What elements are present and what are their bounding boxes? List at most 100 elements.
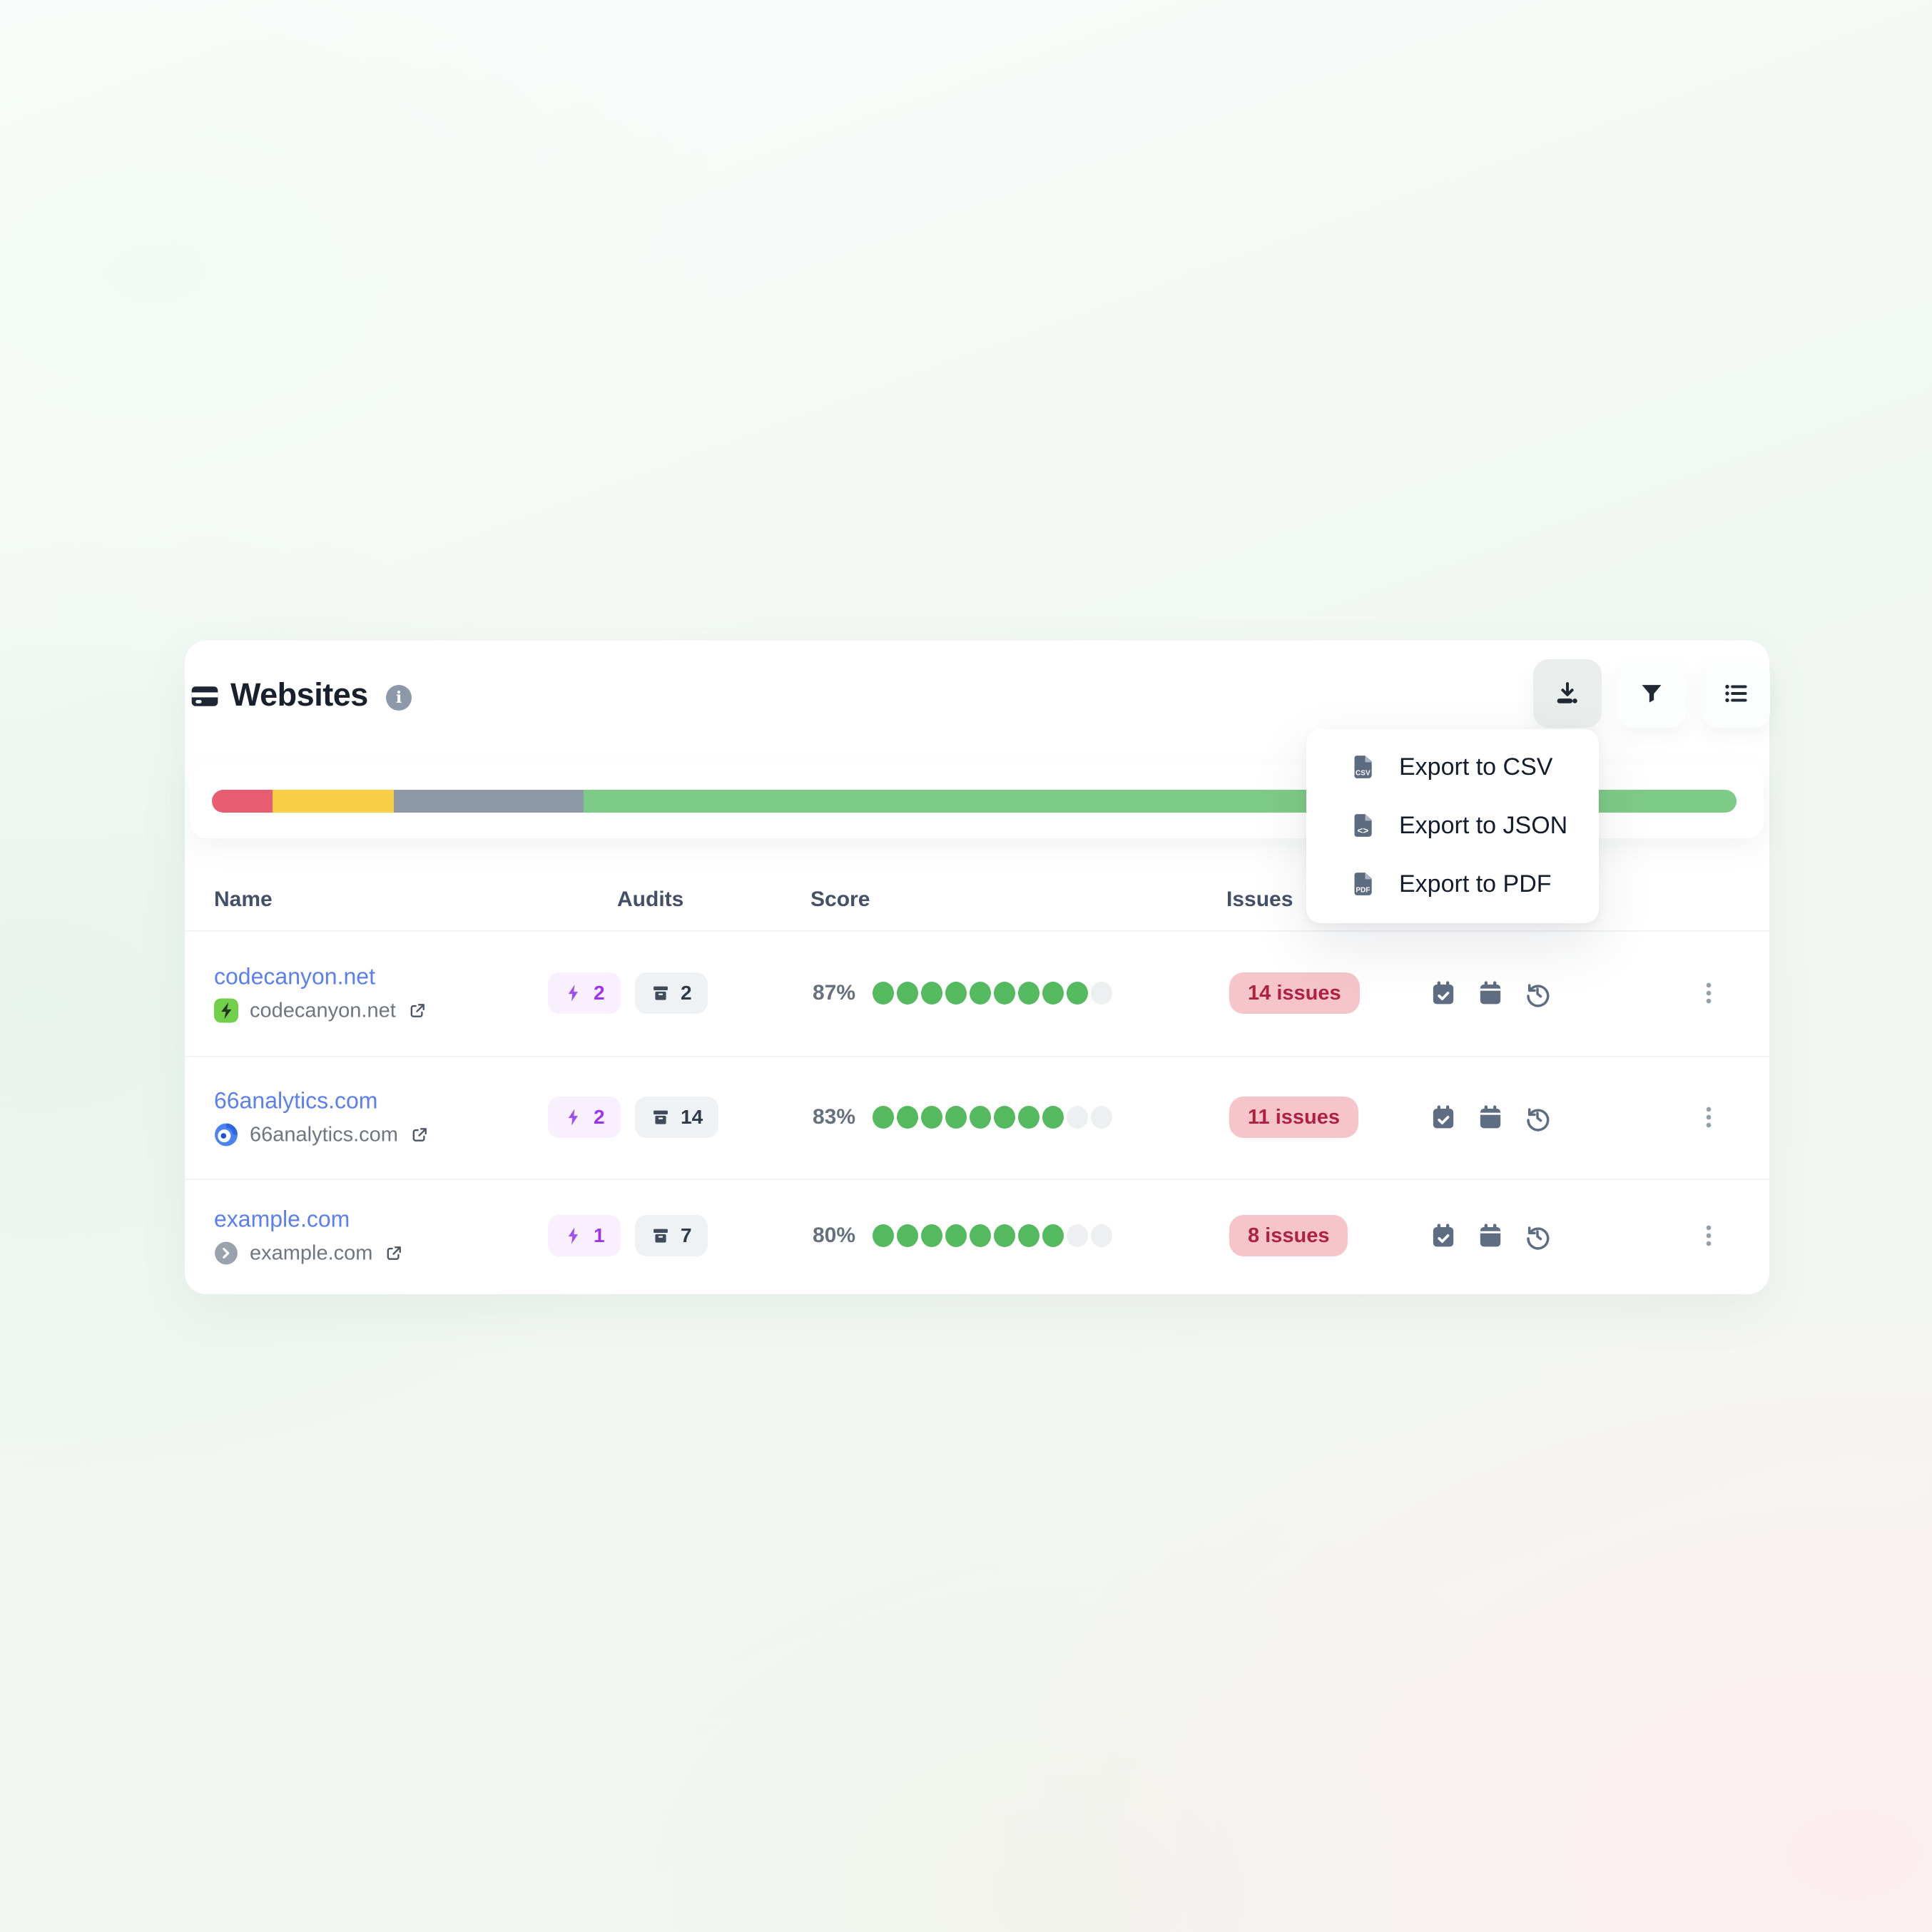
issues-badge-label: 14 issues bbox=[1248, 981, 1341, 1005]
column-header-score: Score bbox=[810, 888, 870, 911]
quick-audits-count: 2 bbox=[594, 982, 605, 1004]
score-dot bbox=[873, 1224, 894, 1247]
calendar-check-icon bbox=[1433, 981, 1454, 1005]
score-dot bbox=[1018, 1224, 1039, 1247]
external-link-icon[interactable] bbox=[407, 1001, 427, 1021]
export-pdf-item[interactable]: PDF Export to PDF bbox=[1306, 855, 1599, 913]
score-dot bbox=[921, 1224, 942, 1247]
external-link-icon[interactable] bbox=[410, 1125, 429, 1145]
calendar-icon bbox=[1480, 981, 1501, 1005]
export-csv-item[interactable]: CSV Export to CSV bbox=[1306, 738, 1599, 796]
score-dot bbox=[921, 1106, 942, 1129]
table-row: example.com example.com 1 bbox=[185, 1179, 1769, 1293]
history-button[interactable] bbox=[1523, 1103, 1552, 1132]
site-link[interactable]: codecanyon.net bbox=[214, 963, 375, 990]
archived-audits-count: 2 bbox=[681, 982, 692, 1004]
history-button[interactable] bbox=[1523, 979, 1552, 1007]
score-dot bbox=[1091, 1224, 1112, 1247]
summary-segment-red bbox=[212, 790, 273, 813]
funnel-icon bbox=[1642, 685, 1662, 703]
score-dot bbox=[1042, 1224, 1064, 1247]
lightning-icon bbox=[568, 985, 578, 1002]
bullet-list-icon bbox=[1725, 684, 1747, 703]
history-icon bbox=[1527, 1226, 1550, 1250]
score-dot bbox=[994, 1106, 1015, 1129]
quick-audits-badge: 1 bbox=[548, 1215, 621, 1256]
svg-text:CSV: CSV bbox=[1356, 770, 1371, 778]
archived-audits-count: 14 bbox=[681, 1106, 703, 1128]
column-header-audits: Audits bbox=[617, 888, 684, 911]
name-cell: codecanyon.net codecanyon.net bbox=[214, 964, 427, 1023]
table-row: 66analytics.com 66analytics.com 2 bbox=[185, 1056, 1769, 1180]
score-percent: 83% bbox=[812, 1105, 855, 1129]
summary-segment-gray bbox=[393, 790, 584, 813]
issues-badge-label: 11 issues bbox=[1248, 1105, 1340, 1129]
score-percent: 87% bbox=[812, 981, 855, 1005]
calendar-check-icon bbox=[1433, 1105, 1454, 1129]
score-dot bbox=[1018, 982, 1039, 1005]
site-link[interactable]: example.com bbox=[214, 1206, 350, 1232]
column-header-issues: Issues bbox=[1226, 888, 1293, 911]
row-actions bbox=[1429, 1221, 1552, 1250]
issues-badge-label: 8 issues bbox=[1248, 1224, 1330, 1247]
issues-badge[interactable]: 8 issues bbox=[1229, 1215, 1348, 1256]
score-dot bbox=[945, 982, 967, 1005]
archive-icon bbox=[654, 986, 668, 1000]
score-dots bbox=[873, 1224, 1112, 1247]
export-pdf-label: Export to PDF bbox=[1399, 870, 1552, 898]
site-favicon bbox=[214, 1123, 238, 1147]
export-csv-label: Export to CSV bbox=[1399, 753, 1553, 781]
column-header-name: Name bbox=[214, 888, 273, 911]
export-menu: CSV Export to CSV <> Export to JSON PDF … bbox=[1306, 729, 1599, 923]
score-percent: 80% bbox=[812, 1224, 855, 1247]
issues-badge[interactable]: 11 issues bbox=[1229, 1097, 1358, 1138]
score-dot bbox=[1067, 1106, 1088, 1129]
history-button[interactable] bbox=[1523, 1221, 1552, 1250]
archived-audits-badge: 14 bbox=[635, 1097, 719, 1138]
kebab-menu-button[interactable] bbox=[1694, 1219, 1723, 1253]
quick-audits-count: 2 bbox=[594, 1106, 605, 1128]
lightning-icon bbox=[568, 1227, 578, 1244]
summary-segment-yellow bbox=[272, 790, 394, 813]
kebab-menu-button[interactable] bbox=[1694, 976, 1723, 1010]
row-actions bbox=[1429, 979, 1552, 1007]
calendar-button[interactable] bbox=[1476, 1221, 1505, 1250]
quick-audits-badge: 2 bbox=[548, 972, 621, 1014]
site-favicon bbox=[214, 1241, 238, 1266]
score-dot bbox=[970, 1224, 991, 1247]
site-domain: example.com bbox=[250, 1241, 373, 1264]
filter-button[interactable] bbox=[1617, 659, 1686, 728]
file-csv-icon: CSV bbox=[1354, 756, 1372, 778]
site-link[interactable]: 66analytics.com bbox=[214, 1087, 378, 1114]
score-dot bbox=[945, 1224, 967, 1247]
kebab-icon bbox=[1706, 982, 1712, 1004]
view-list-button[interactable] bbox=[1702, 659, 1770, 728]
calendar-button[interactable] bbox=[1476, 1103, 1505, 1132]
score-dot bbox=[945, 1106, 967, 1129]
quick-audits-badge: 2 bbox=[548, 1097, 621, 1138]
external-link-icon[interactable] bbox=[384, 1244, 404, 1264]
svg-text:<>: <> bbox=[1358, 825, 1369, 836]
kebab-menu-button[interactable] bbox=[1694, 1100, 1723, 1134]
issues-badge[interactable]: 14 issues bbox=[1229, 972, 1360, 1014]
export-json-item[interactable]: <> Export to JSON bbox=[1306, 796, 1599, 855]
archived-audits-badge: 7 bbox=[635, 1215, 708, 1256]
calendar-button[interactable] bbox=[1476, 979, 1505, 1007]
download-button[interactable] bbox=[1533, 659, 1602, 728]
info-icon[interactable]: i bbox=[386, 685, 412, 711]
archive-icon bbox=[654, 1229, 668, 1243]
name-cell: example.com example.com bbox=[214, 1206, 404, 1266]
score-dot bbox=[897, 1224, 918, 1247]
kebab-icon bbox=[1706, 1107, 1712, 1128]
row-actions bbox=[1429, 1103, 1552, 1132]
score-dot bbox=[1067, 982, 1088, 1005]
scheduled-audit-button[interactable] bbox=[1429, 979, 1458, 1007]
calendar-icon bbox=[1480, 1224, 1501, 1247]
scheduled-audit-button[interactable] bbox=[1429, 1103, 1458, 1132]
scheduled-audit-button[interactable] bbox=[1429, 1221, 1458, 1250]
site-favicon bbox=[214, 998, 238, 1023]
score-dots bbox=[873, 982, 1112, 1005]
export-json-label: Export to JSON bbox=[1399, 811, 1568, 839]
table-header: Name Audits Score Issues bbox=[185, 883, 1769, 932]
